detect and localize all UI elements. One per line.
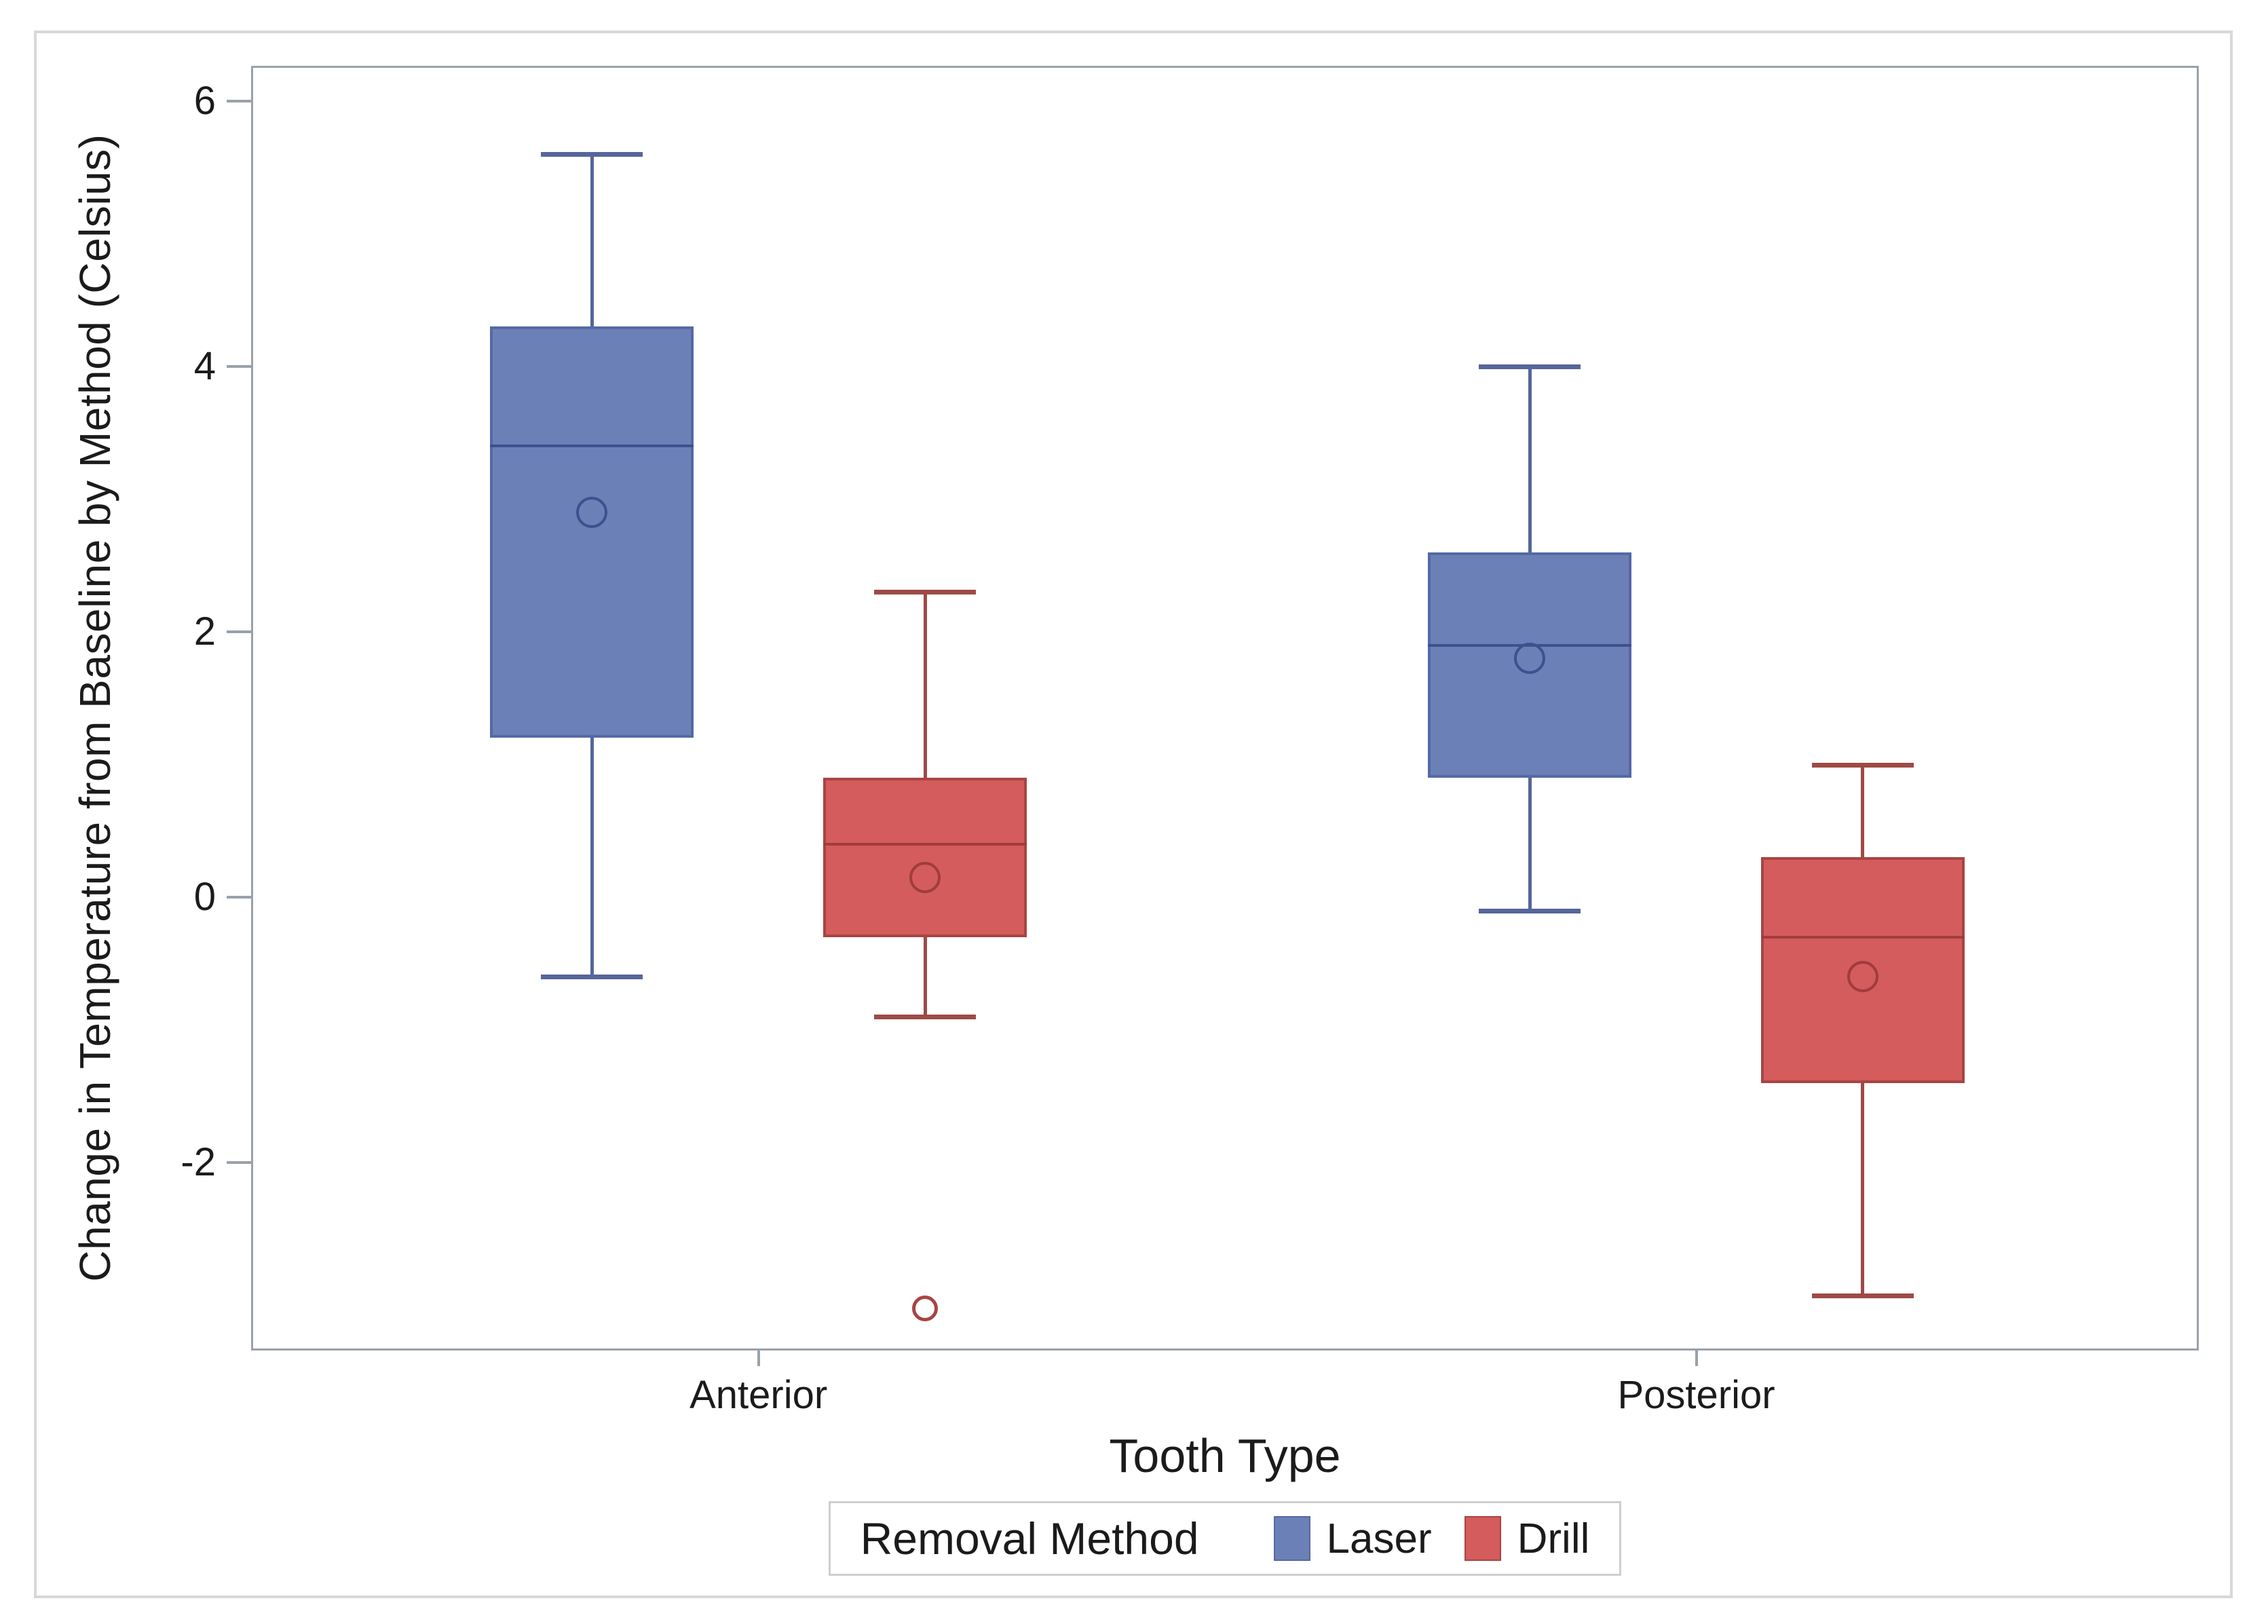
- mean-marker: [909, 861, 941, 893]
- iqr-box: [823, 778, 1027, 937]
- legend-entry-label: Laser: [1326, 1515, 1432, 1562]
- y-axis-tick-label: 0: [193, 875, 216, 920]
- mean-marker: [576, 497, 608, 529]
- upper-whisker-stem: [1861, 764, 1865, 858]
- lower-whisker-cap: [874, 1015, 977, 1020]
- mean-marker: [1847, 961, 1878, 993]
- y-axis-tick-label: 6: [193, 78, 216, 123]
- lower-whisker-stem: [923, 937, 927, 1017]
- upper-whisker-cap: [874, 590, 977, 595]
- x-axis-tick: [757, 1348, 760, 1366]
- legend-swatch-drill: [1464, 1516, 1501, 1561]
- legend-title: Removal Method: [860, 1513, 1199, 1564]
- lower-whisker-cap: [1479, 908, 1581, 913]
- y-axis-tick: [227, 99, 251, 102]
- plot-area: 6 4 2 0 -2 Anterior Posterior: [181, 66, 2199, 1416]
- legend-entry-label: Drill: [1517, 1515, 1590, 1562]
- legend-box: Removal Method Laser Drill: [828, 1501, 1622, 1576]
- y-axis-tick: [227, 1161, 251, 1165]
- y-axis-tick-label: 4: [193, 343, 216, 388]
- upper-whisker-stem: [590, 154, 594, 327]
- category-label: Posterior: [1617, 1373, 1775, 1417]
- upper-whisker-stem: [1528, 366, 1532, 552]
- y-axis-tick: [227, 364, 251, 368]
- x-axis-title: Tooth Type: [1109, 1429, 1341, 1482]
- median-line: [490, 445, 694, 448]
- median-line: [1760, 935, 1965, 939]
- lower-whisker-cap: [1811, 1293, 1914, 1298]
- iqr-box: [490, 326, 694, 738]
- upper-whisker-cap: [1479, 364, 1581, 369]
- outlier-point: [912, 1296, 939, 1322]
- upper-whisker-cap: [541, 152, 643, 157]
- legend-swatch-laser: [1273, 1516, 1310, 1561]
- legend-entries: Laser Drill: [1273, 1515, 1590, 1563]
- legend-row: Removal Method Laser Drill: [251, 1501, 2199, 1576]
- upper-whisker-cap: [1811, 762, 1914, 768]
- y-axis-title: Change in Temperature from Baseline by M…: [71, 134, 119, 1282]
- upper-whisker-stem: [923, 592, 927, 778]
- y-axis-tick: [227, 896, 251, 899]
- lower-whisker-cap: [541, 975, 643, 980]
- x-axis-tick: [1695, 1348, 1698, 1366]
- y-axis-tick-label: -2: [181, 1140, 216, 1185]
- lower-whisker-stem: [1861, 1082, 1865, 1296]
- category-label: Anterior: [689, 1373, 828, 1417]
- lower-whisker-stem: [590, 738, 594, 977]
- y-axis-tick: [227, 630, 251, 634]
- mean-marker: [1514, 643, 1546, 675]
- median-line: [823, 842, 1027, 846]
- y-axis-tick-label: 2: [193, 609, 216, 654]
- legend-entry-drill: Drill: [1464, 1515, 1590, 1563]
- legend-entry-laser: Laser: [1273, 1515, 1432, 1563]
- lower-whisker-stem: [1528, 778, 1532, 911]
